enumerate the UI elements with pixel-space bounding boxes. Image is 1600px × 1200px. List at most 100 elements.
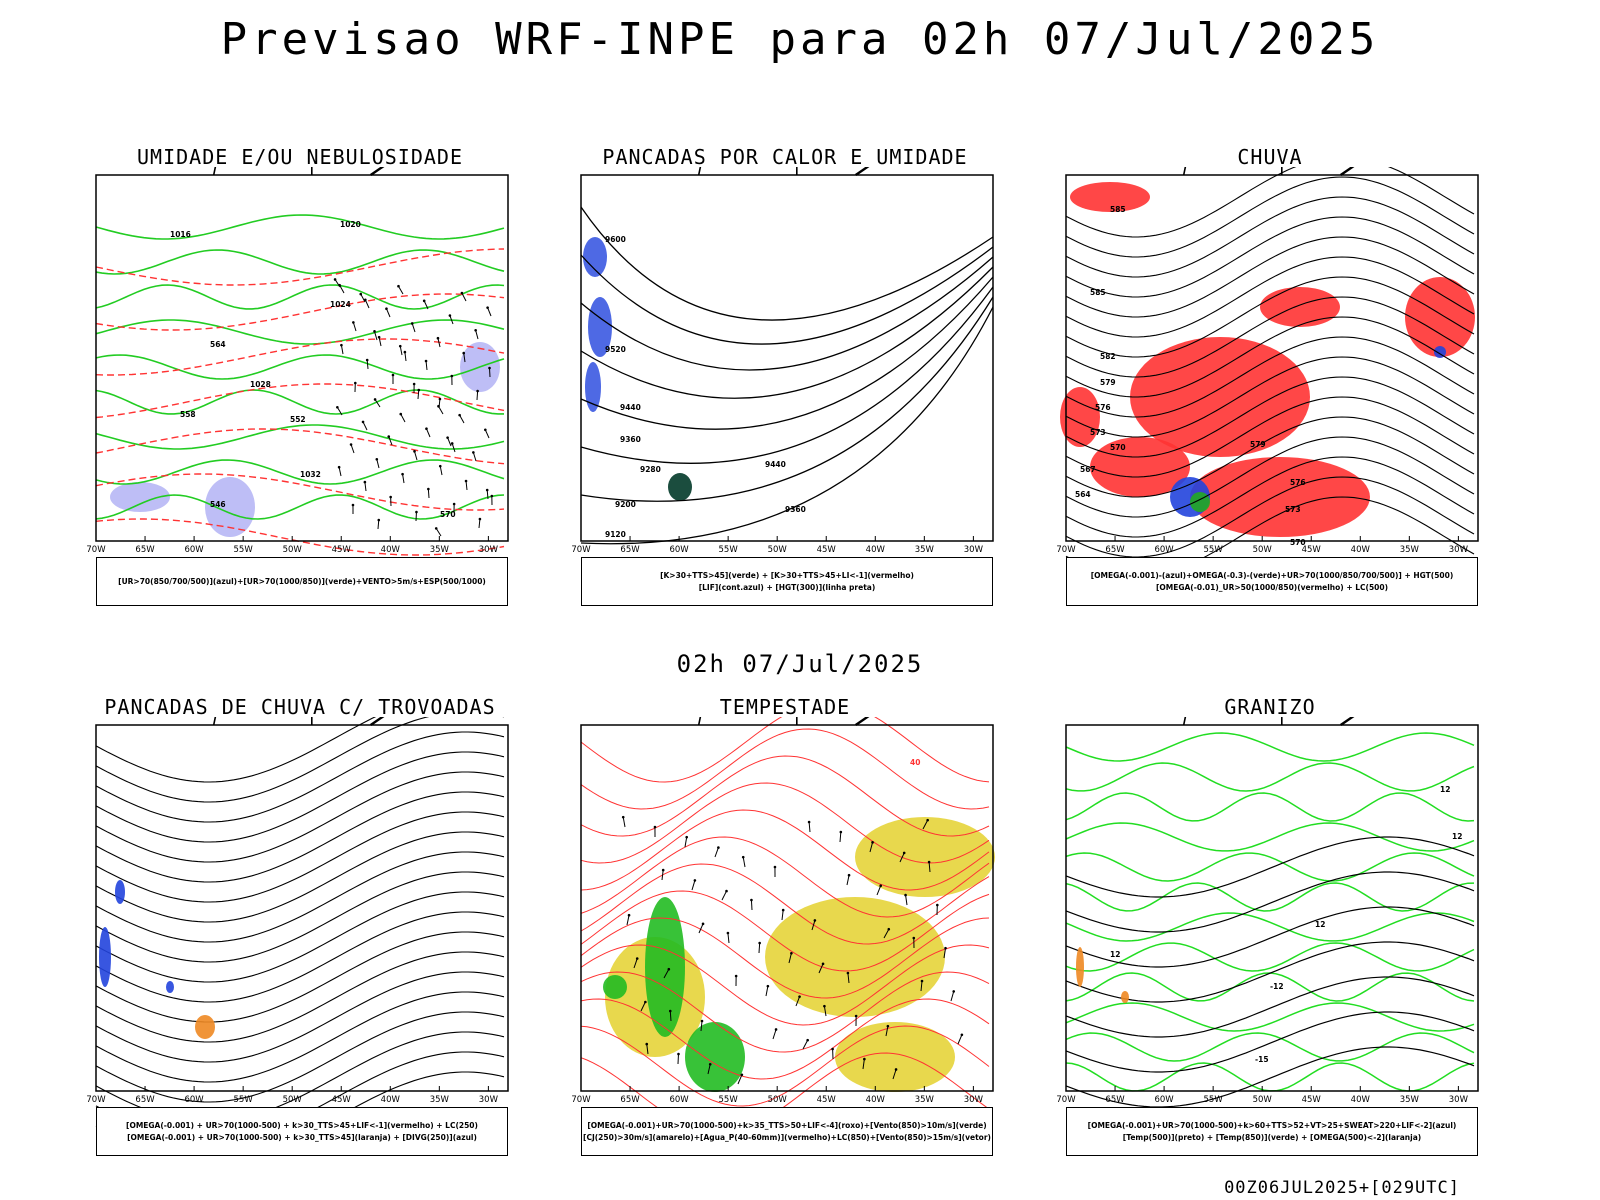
basemap (95, 167, 509, 542)
lif-areas (583, 237, 612, 412)
contour-label: -12 (1270, 982, 1284, 991)
contour-label: 1032 (300, 470, 321, 479)
lon-tick-label: 60W (1154, 1095, 1174, 1105)
contour-label: 12 (1452, 832, 1462, 841)
lon-tick-label: 70W (1056, 545, 1076, 555)
omega-strong-areas (1190, 492, 1210, 512)
legend-line: [OMEGA(-0.01)_UR>50(1000/850)(vermelho) … (1155, 582, 1389, 592)
lon-tick-label: 30W (1449, 1095, 1469, 1105)
contour-label: 12 (1440, 785, 1450, 794)
contour-label: 573 (1285, 505, 1301, 514)
lon-tick-label: 55W (234, 545, 254, 555)
legend-line: [OMEGA(-0.001) + UR>70(1000-500) + k>30_… (126, 1120, 478, 1130)
contour-label: 546 (210, 500, 226, 509)
streamlines (95, 717, 505, 1127)
legend-pancadas-calor: [K>30+TTS>45](verde) + [K>30+TTS>45+LI<-… (581, 557, 993, 606)
lon-tick-label: 30W (479, 545, 499, 555)
lat-tick-label: 12S (1050, 167, 1063, 169)
lon-tick-label: 50W (1253, 545, 1273, 555)
basemap (95, 717, 509, 1092)
contour-label: 585 (1110, 205, 1126, 214)
lon-tick-label: 50W (768, 545, 788, 555)
contour-label: 9120 (605, 530, 626, 539)
lon-tick-label: 45W (332, 1095, 352, 1105)
streamlines (580, 717, 990, 1127)
thickness-contours (95, 248, 505, 556)
contour-label: 576 (1095, 403, 1111, 412)
lon-tick-label: 70W (86, 1095, 106, 1105)
lon-tick-label: 60W (184, 545, 204, 555)
rain-areas (1060, 182, 1475, 537)
lon-tick-label: 60W (184, 1095, 204, 1105)
panel-title: GRANIZO (1224, 695, 1316, 719)
lon-tick-label: 40W (866, 1095, 886, 1105)
lon-tick-label: 45W (1302, 1095, 1322, 1105)
contour-label: 582 (1100, 352, 1116, 361)
contour-label: 12 (1110, 950, 1120, 959)
lon-tick-label: 65W (135, 545, 155, 555)
lon-tick-label: 35W (430, 545, 450, 555)
lon-tick-label: 35W (1400, 545, 1420, 555)
lat-tick-label: 12S (80, 167, 93, 169)
lon-tick-label: 50W (283, 1095, 303, 1105)
panel-title: TEMPESTADE (719, 695, 851, 719)
legend-umidade: [UR>70(850/700/500)](azul)+[UR>70(1000/8… (96, 557, 508, 606)
lon-tick-label: 40W (381, 545, 401, 555)
contour-label: 9600 (605, 235, 626, 244)
contour-label: 9200 (615, 500, 636, 509)
contour-label: 579 (1250, 440, 1266, 449)
legend-line: [OMEGA(-0.001)+UR>70(1000-500)+k>60+TTS>… (1087, 1120, 1457, 1130)
map-pancadas-calor: 12S15S18S21S24S27S30S33S36S39S42S70W65W6… (565, 167, 994, 555)
map-umidade: 12S15S18S21S24S27S30S33S36S39S42S70W65W6… (80, 167, 509, 556)
lon-tick-label: 40W (866, 545, 886, 555)
contour-label: 9360 (785, 505, 806, 514)
contour-label: 558 (180, 410, 196, 419)
lon-tick-label: 65W (620, 1095, 640, 1105)
basemap (1065, 717, 1479, 1092)
wind-vectors (621, 815, 964, 1085)
contour-label: 567 (1080, 465, 1096, 474)
omega-areas (1076, 947, 1129, 1003)
map-tempestade: 12S15S18S21S24S27S30S33S36S39S42S70W65W6… (565, 717, 995, 1127)
lon-tick-label: 40W (381, 1095, 401, 1105)
lon-tick-label: 45W (817, 1095, 837, 1105)
contour-label: 1020 (340, 220, 361, 229)
lon-tick-label: 65W (620, 545, 640, 555)
forecast-time-label: 02h 07/Jul/2025 (676, 650, 924, 678)
contour-label: 9440 (765, 460, 786, 469)
lat-tick-label: 12S (565, 167, 578, 169)
lat-tick-label: 12S (1050, 717, 1063, 719)
lon-tick-label: 55W (234, 1095, 254, 1105)
contour-label: 9440 (620, 403, 641, 412)
legend-line: [OMEGA(-0.001)-(azul)+OMEGA(-0.3)-(verde… (1090, 570, 1454, 580)
lon-tick-label: 30W (479, 1095, 499, 1105)
contour-label: 9280 (640, 465, 661, 474)
lon-tick-label: 55W (1204, 545, 1224, 555)
axes: 12S15S18S21S24S27S30S33S36S39S42S70W65W6… (1050, 717, 1469, 1105)
lon-tick-label: 30W (1449, 545, 1469, 555)
lon-tick-label: 50W (283, 545, 303, 555)
lon-tick-label: 65W (1105, 1095, 1125, 1105)
lon-tick-label: 40W (1351, 1095, 1371, 1105)
panel-title: PANCADAS POR CALOR E UMIDADE (602, 145, 968, 169)
humidity-fields (110, 342, 500, 537)
lon-tick-label: 35W (1400, 1095, 1420, 1105)
lon-tick-label: 60W (1154, 545, 1174, 555)
lon-tick-label: 50W (768, 1095, 788, 1105)
legend-line: [K>30+TTS>45](verde) + [K>30+TTS>45+LI<-… (660, 570, 914, 580)
contour-label: 579 (1100, 378, 1116, 387)
low-level-humidity (95, 214, 505, 520)
temp850-contours (1065, 732, 1475, 1092)
contour-label: 12 (1315, 920, 1325, 929)
page-title: Previsao WRF-INPE para 02h 07/Jul/2025 (220, 14, 1380, 65)
contour-label: 9520 (605, 345, 626, 354)
lon-tick-label: 60W (669, 1095, 689, 1105)
contour-label: 564 (1075, 490, 1091, 499)
lon-tick-label: 55W (719, 1095, 739, 1105)
lon-tick-label: 35W (430, 1095, 450, 1105)
storm-areas (195, 1015, 215, 1039)
contour-label: 570 (1110, 443, 1126, 452)
basemap (580, 167, 994, 542)
legend-line: [LIF](cont.azul) + [HGT(300)](linha pret… (698, 582, 876, 592)
contour-label: 570 (440, 510, 456, 519)
